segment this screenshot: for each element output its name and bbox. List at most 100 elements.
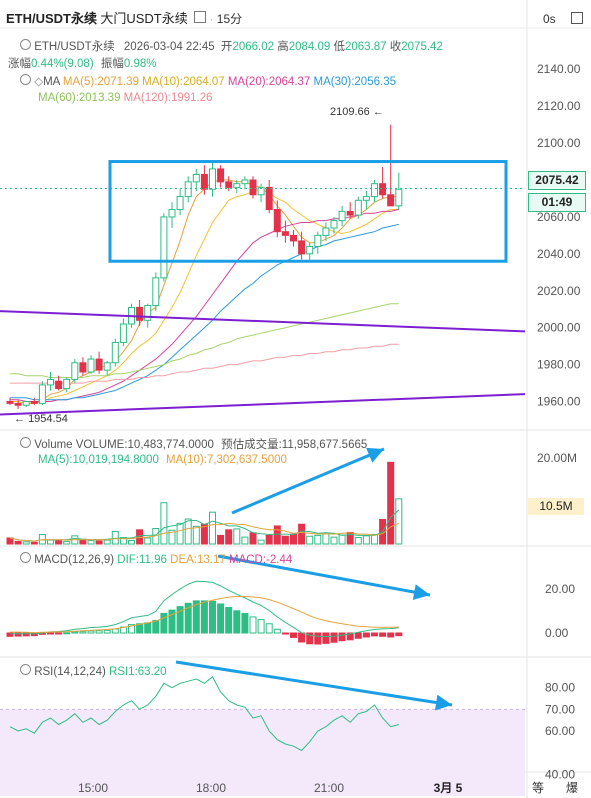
venue-title[interactable]: 大门USDT永续: [100, 11, 188, 26]
volume-bar: [371, 534, 378, 545]
symbol-title[interactable]: ETH/USDT永续: [6, 11, 98, 26]
countdown-label: 0s: [543, 12, 556, 26]
volume-arrow: [231, 447, 385, 515]
macd-bar: [47, 632, 54, 635]
volume-bar: [30, 541, 38, 545]
candle-body: [71, 362, 79, 380]
edit-icon[interactable]: [194, 11, 207, 23]
ma60-label: MA(60):2013.39: [38, 92, 121, 104]
candle-body: [95, 358, 103, 371]
price-tick-label: 2000.00: [537, 321, 581, 335]
volume-bar: [217, 534, 225, 545]
interval-selector[interactable]: 15分: [216, 12, 243, 26]
candle-body: [6, 401, 14, 404]
bell-icon[interactable]: ◇: [34, 76, 44, 88]
eye-icon[interactable]: [20, 74, 31, 85]
candle-body: [152, 277, 160, 307]
price-tick-label: 1980.00: [537, 358, 581, 372]
volume-bar: [281, 535, 289, 545]
candle-body: [257, 186, 265, 196]
macd-bar: [128, 624, 135, 634]
macd-bar: [241, 612, 249, 634]
current-price: 2075.42: [535, 173, 579, 187]
candle-body: [55, 380, 63, 390]
equal-icon[interactable]: 等: [532, 781, 545, 795]
macd-bar: [168, 609, 176, 634]
volume-bar: [111, 531, 119, 545]
candle-body: [338, 210, 346, 222]
volume-ma-line: [9, 509, 400, 542]
rsi-arrow-head: [434, 694, 452, 711]
candle-body: [346, 210, 354, 216]
macd-bar: [225, 606, 233, 634]
macd-bar: [192, 600, 200, 634]
volume-bar: [209, 511, 216, 545]
macd-bar: [209, 600, 216, 634]
candle-body: [330, 220, 338, 229]
trend-line-lower: [0, 393, 526, 416]
candle-body: [63, 378, 71, 390]
candle-body: [209, 168, 216, 190]
candle-body: [38, 384, 46, 404]
macd-bar: [298, 632, 306, 643]
volume-bar: [354, 537, 362, 545]
candle-body: [354, 199, 362, 216]
candle-body: [111, 341, 119, 364]
candle-body: [160, 216, 168, 279]
vol-ma10-label: MA(10):7,302,637.5000: [166, 454, 287, 466]
rsi-tick-label: 70.00: [545, 702, 575, 716]
candle-body: [168, 209, 176, 218]
consolidation-box: [108, 160, 508, 263]
low-value: 2063.87: [344, 41, 387, 53]
eye-icon[interactable]: [20, 664, 31, 675]
macd-bar: [233, 610, 241, 634]
volume-bar: [225, 529, 233, 545]
x-tick-label: 3月 5: [434, 781, 463, 795]
ohlc-info: ETH/USDT永续 2026-03-04 22:45 开2066.02 高20…: [20, 38, 443, 54]
macd-legend: MACD(12,26,9) DIF:11.96 DEA:13.17 MACD:-…: [20, 552, 292, 566]
volume-tick-label: 20.00M: [537, 451, 577, 465]
countdown-tag: 01:49: [528, 193, 586, 212]
amp-label: 振幅: [100, 58, 124, 70]
high-value: 2084.09: [288, 41, 331, 53]
volume-bar: [273, 525, 281, 545]
macd-bar: [95, 630, 103, 634]
eye-icon[interactable]: [20, 39, 31, 50]
volume-bar: [63, 540, 71, 545]
volume-bar: [6, 537, 14, 545]
high-label: 高: [277, 41, 289, 53]
volume-tag: 10.5M: [528, 498, 584, 515]
volume-bar: [55, 540, 63, 545]
eye-icon[interactable]: [20, 552, 31, 563]
volume-bar: [362, 535, 370, 545]
volume-arrow-head: [366, 447, 384, 463]
macd-bar: [273, 628, 281, 634]
volume-bar: [298, 523, 306, 545]
macd-dif-line: [10, 580, 399, 638]
candle-body: [281, 231, 289, 236]
macd-bar: [103, 629, 111, 634]
ma-line-ma30: [10, 223, 399, 401]
ma-legend: ◇MA MA(5):2071.39 MA(10):2064.07 MA(20):…: [20, 74, 396, 88]
macd-bar: [71, 631, 79, 634]
macd-tick-label: 0.00: [545, 626, 569, 640]
change-label: 涨幅: [8, 58, 31, 70]
candle-body: [22, 401, 30, 406]
macd-name: MACD(12,26,9): [34, 554, 115, 566]
explode-icon[interactable]: 爆: [566, 781, 579, 795]
candle-body: [136, 306, 144, 321]
candle-body: [14, 402, 22, 406]
macd-bar: [217, 603, 225, 634]
candle-body: [322, 227, 330, 236]
price-tick-label: 2100.00: [537, 136, 581, 150]
ma-name: MA: [43, 76, 60, 88]
macd-bar: [14, 632, 22, 637]
fullscreen-icon[interactable]: [571, 12, 583, 24]
macd-bar: [184, 602, 192, 634]
eye-icon[interactable]: [20, 437, 31, 448]
candle-body: [87, 358, 95, 373]
x-tick-label: 18:00: [196, 781, 226, 795]
candle-body: [30, 401, 38, 404]
volume-bar: [330, 536, 338, 545]
